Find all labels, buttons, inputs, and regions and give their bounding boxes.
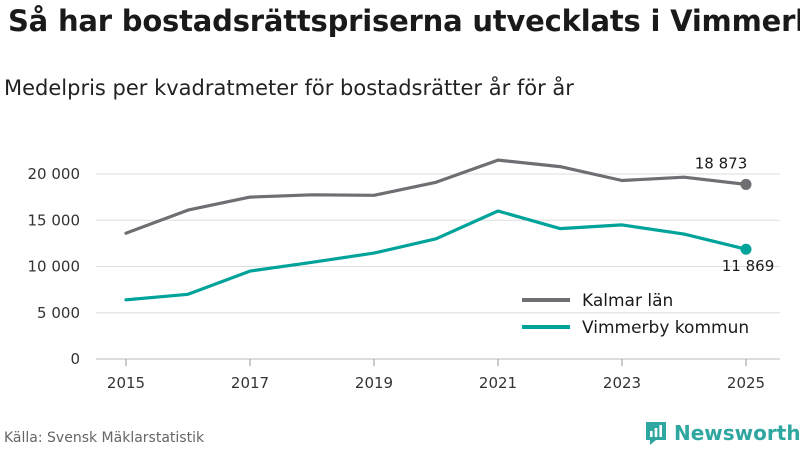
x-tick-label: 2021 <box>479 374 517 392</box>
y-tick-label: 20 000 <box>28 165 81 183</box>
x-tick-label: 2019 <box>355 374 393 392</box>
newsworthy-logo-icon <box>646 422 666 445</box>
y-tick-label: 0 <box>70 350 80 368</box>
x-tick-label: 2015 <box>107 374 145 392</box>
chart-subtitle: Medelpris per kvadratmeter för bostadsrä… <box>4 76 574 100</box>
y-tick-label: 5 000 <box>37 304 80 322</box>
series-end-label-0: 18 873 <box>695 154 748 172</box>
chart-title: Så har bostadsrättspriserna utvecklats i… <box>8 4 800 38</box>
gridlines <box>96 173 780 360</box>
y-tick-label: 10 000 <box>28 258 81 276</box>
y-tick-label: 15 000 <box>28 211 81 229</box>
legend: Kalmar län Vimmerby kommun <box>522 291 749 338</box>
brand-name: Newsworthy <box>674 421 800 445</box>
x-axis: 2015 2017 2019 2021 2023 2025 <box>107 359 765 392</box>
series-end-label-1: 11 869 <box>722 257 775 275</box>
x-tick-label: 2017 <box>231 374 269 392</box>
series-end-marker-1 <box>740 243 752 255</box>
series-group: 18 873 11 869 <box>124 154 775 302</box>
legend-label-1: Vimmerby kommun <box>582 318 749 338</box>
series-line-0 <box>124 158 748 235</box>
legend-label-0: Kalmar län <box>582 291 673 311</box>
x-tick-label: 2023 <box>603 374 641 392</box>
series-line-1 <box>124 209 748 302</box>
source-note: Källa: Svensk Mäklarstatistik <box>4 430 205 446</box>
x-tick-label: 2025 <box>727 374 765 392</box>
brand-logo: Newsworthy <box>644 420 800 446</box>
series-end-marker-0 <box>740 178 752 190</box>
y-axis: 0 5 000 10 000 15 000 20 000 <box>28 165 81 368</box>
